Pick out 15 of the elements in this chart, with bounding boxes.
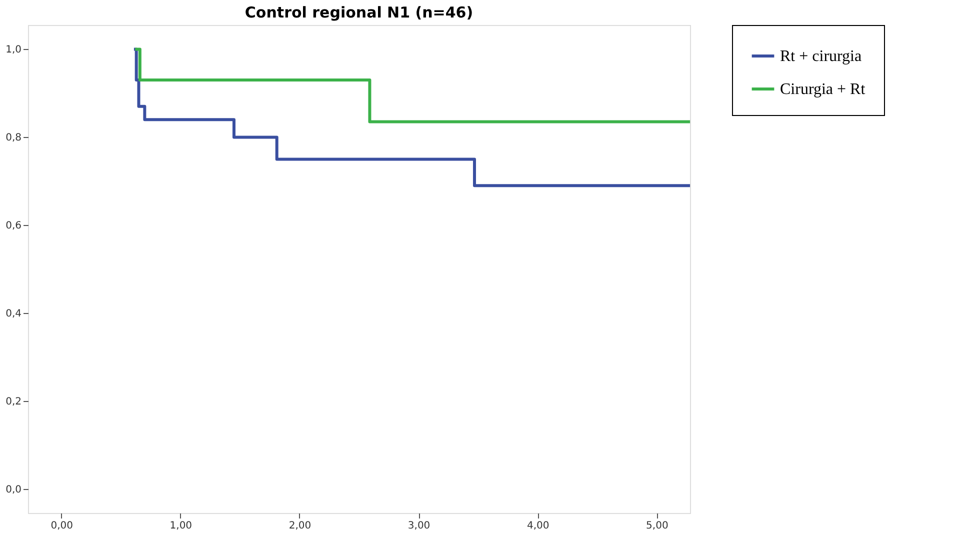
x-tick-label: 2,00: [288, 520, 312, 532]
chart-title: Control regional N1 (n=46): [244, 4, 474, 22]
x-tick-label: 1,00: [170, 520, 192, 532]
y-tick-label: 0,6: [6, 220, 22, 232]
x-tick-label: 3,00: [408, 520, 430, 532]
x-tick-label: 4,00: [526, 520, 550, 532]
x-tick-label: 0,00: [50, 520, 73, 532]
y-tick-label: 0,4: [6, 308, 22, 320]
x-tick-label: 5,00: [646, 520, 668, 532]
y-tick-label: 1,0: [6, 44, 22, 56]
y-tick-label: 0,2: [6, 396, 22, 408]
y-tick-label: 0,8: [6, 132, 22, 144]
y-tick-label: 0,0: [6, 484, 22, 496]
legend-label: Rt + cirurgia: [780, 48, 862, 65]
legend-label: Cirurgia + Rt: [780, 81, 866, 98]
